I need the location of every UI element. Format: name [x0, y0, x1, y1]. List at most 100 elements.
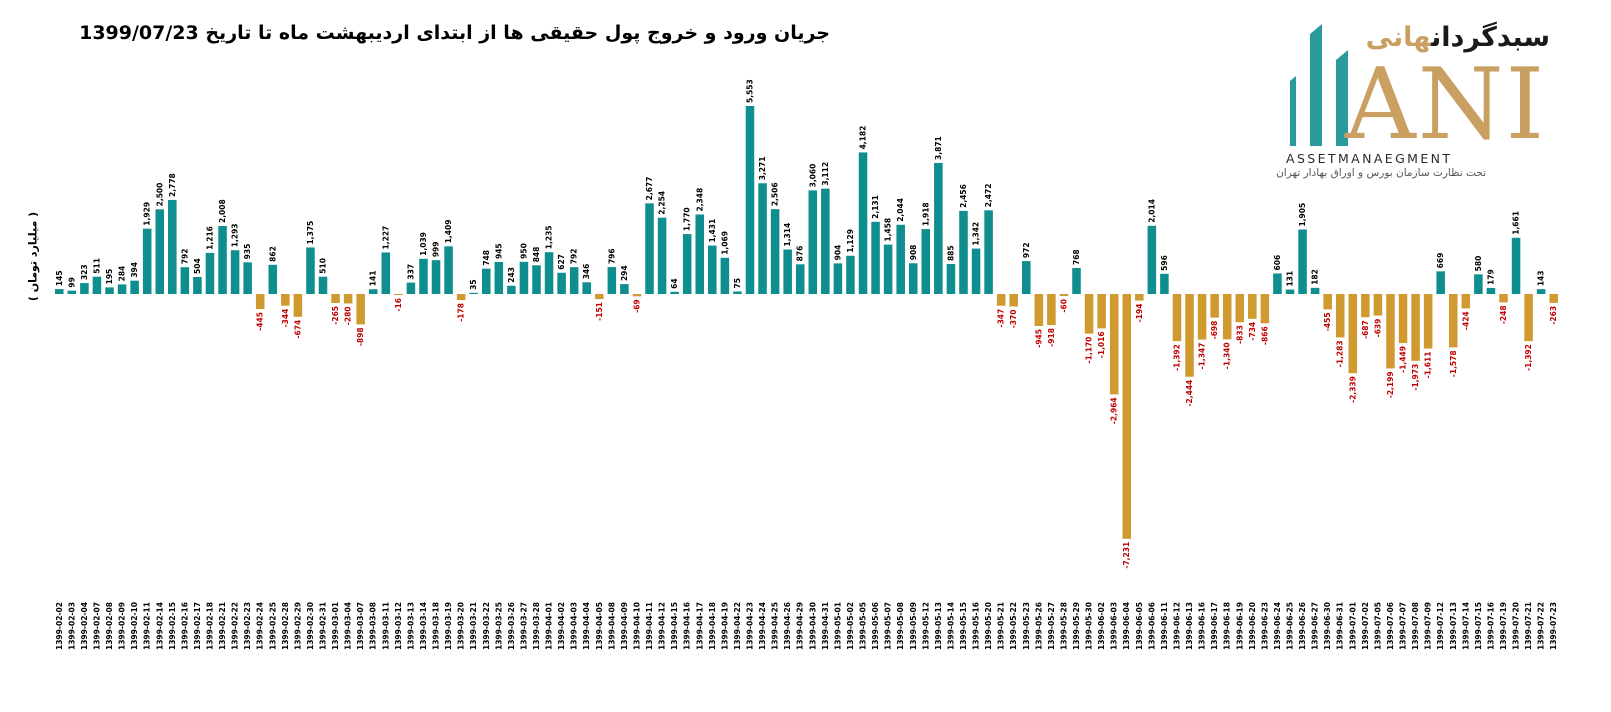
x-tick-label: 1399-03-21: [469, 602, 478, 650]
bar: [507, 285, 516, 294]
value-label: 580: [1474, 256, 1483, 272]
bar: [1172, 294, 1182, 342]
x-tick-label: 1399-04-16: [683, 602, 692, 650]
value-label: 2,456: [959, 184, 968, 208]
value-label: 999: [432, 242, 441, 258]
bar: [1461, 294, 1471, 309]
x-tick-label: 1399-03-22: [482, 602, 491, 650]
value-label: 935: [243, 244, 252, 260]
value-label: 1,905: [1298, 203, 1307, 227]
value-label: 2,500: [155, 183, 164, 207]
value-label: -945: [1034, 329, 1043, 348]
x-tick-label: 1399-07-15: [1474, 602, 1483, 650]
x-tick-label: 1399-06-12: [1172, 602, 1181, 650]
x-tick-label: 1399-05-27: [1047, 602, 1056, 650]
value-label: -69: [632, 299, 641, 313]
value-label: -674: [293, 320, 302, 339]
bar: [356, 294, 365, 325]
bar: [607, 267, 617, 294]
bar: [582, 282, 591, 294]
x-tick-label: 1399-02-24: [256, 602, 265, 650]
bar: [758, 183, 767, 294]
value-label: -1,973: [1411, 364, 1420, 391]
x-tick-label: 1399-02-18: [205, 602, 214, 650]
x-tick-label: 1399-06-20: [1248, 602, 1257, 650]
bar: [92, 276, 102, 294]
value-label: 3,271: [758, 157, 767, 181]
x-tick-label: 1399-04-05: [595, 602, 604, 650]
x-tick-label: 1399-03-27: [519, 602, 528, 650]
x-tick-label: 1399-05-02: [846, 602, 855, 650]
x-tick-label: 1399-07-06: [1386, 602, 1395, 650]
x-tick-label: 1399-05-05: [859, 602, 868, 650]
bar: [795, 264, 805, 294]
bar: [1185, 294, 1194, 377]
x-tick-label: 1399-02-09: [118, 602, 127, 650]
x-tick-label: 1399-04-08: [607, 602, 616, 650]
x-tick-label: 1399-03-28: [532, 602, 541, 650]
bar: [959, 210, 968, 294]
value-label: -424: [1461, 311, 1470, 330]
bar: [394, 294, 403, 295]
bar: [1298, 229, 1307, 294]
value-label: 294: [620, 265, 629, 281]
value-label: 2,008: [218, 199, 227, 223]
x-tick-label: 1399-07-16: [1486, 602, 1495, 650]
value-label: 511: [92, 258, 101, 274]
value-label: -1,283: [1336, 340, 1345, 367]
x-tick-label: 1399-03-18: [432, 602, 441, 650]
bar: [770, 209, 780, 294]
x-tick-label: 1399-06-30: [1323, 602, 1332, 650]
value-label: -687: [1361, 320, 1370, 339]
x-tick-label: 1399-03-07: [356, 602, 365, 650]
value-label: 972: [1022, 242, 1031, 258]
value-label: -178: [457, 303, 466, 322]
x-tick-label: 1399-03-01: [331, 602, 340, 650]
x-tick-label: 1399-07-21: [1524, 602, 1533, 650]
value-label: 284: [118, 266, 127, 282]
value-label: 792: [180, 249, 189, 265]
bar: [1373, 294, 1383, 316]
bar: [1361, 294, 1370, 318]
bar: [532, 265, 541, 294]
x-tick-label: 1399-02-07: [92, 602, 101, 650]
value-label: 3,060: [808, 164, 817, 188]
x-tick-label: 1399-05-08: [896, 602, 905, 650]
bar: [921, 229, 931, 294]
x-tick-label: 1399-04-30: [808, 602, 817, 650]
x-tick-label: 1399-07-12: [1436, 602, 1445, 650]
logo-tagline: ASSETMANAEGMENT: [1286, 151, 1453, 166]
value-label: -1,170: [1085, 337, 1094, 364]
x-tick-label: 1399-04-22: [733, 602, 742, 650]
bar: [469, 292, 478, 294]
x-tick-label: 1399-07-20: [1512, 602, 1521, 650]
value-label: 75: [733, 278, 742, 288]
value-label: -194: [1135, 304, 1144, 323]
bar: [821, 188, 830, 294]
x-tick-label: 1399-04-04: [582, 602, 591, 650]
bar: [255, 294, 265, 310]
x-tick-label: 1399-06-27: [1311, 602, 1320, 650]
value-label: 792: [570, 249, 579, 265]
bar: [1448, 294, 1458, 348]
value-label: 179: [1486, 269, 1495, 285]
bar: [569, 267, 579, 294]
x-tick-label: 1399-03-19: [444, 602, 453, 650]
bar: [896, 224, 905, 294]
bar: [1310, 287, 1320, 294]
bar: [1536, 289, 1546, 294]
value-label: 945: [494, 243, 503, 259]
value-label: 64: [670, 278, 679, 288]
x-tick-label: 1399-05-01: [833, 602, 842, 650]
bar: [1248, 294, 1257, 319]
value-label: 35: [469, 279, 478, 289]
value-label: -370: [1009, 310, 1018, 329]
bar: [519, 261, 529, 294]
value-label: 596: [1160, 255, 1169, 271]
bar: [996, 294, 1006, 306]
x-tick-label: 1399-04-18: [708, 602, 717, 650]
value-label: 862: [268, 246, 277, 262]
value-label: 99: [67, 277, 76, 287]
x-tick-label: 1399-04-31: [821, 602, 830, 650]
value-label: 1,069: [720, 231, 729, 255]
